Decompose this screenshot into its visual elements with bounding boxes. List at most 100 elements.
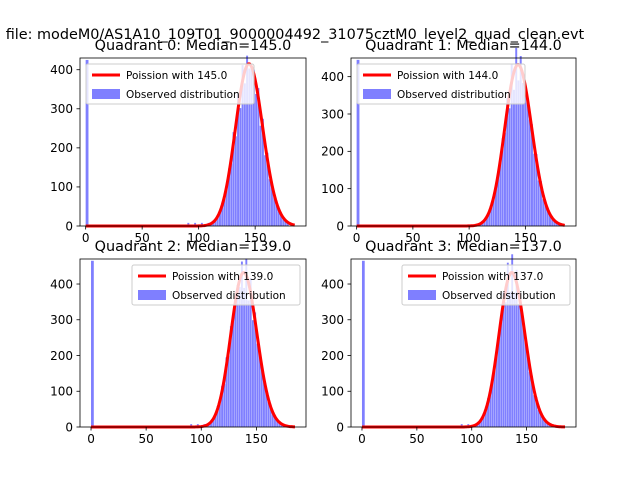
bar bbox=[236, 285, 239, 427]
bar bbox=[225, 357, 228, 427]
x-tick-label: 0 bbox=[353, 231, 361, 245]
x-tick-label: 100 bbox=[190, 432, 213, 446]
subplot-0: Quadrant 0: Median=145.0 0 50 100 150 0 100 200… bbox=[50, 38, 307, 245]
bar bbox=[495, 348, 498, 427]
bar bbox=[266, 152, 269, 226]
x-tick-label: 0 bbox=[358, 432, 366, 446]
y-tick-label: 300 bbox=[50, 102, 73, 116]
bar bbox=[486, 215, 488, 226]
axes-frame bbox=[350, 258, 577, 428]
bar bbox=[225, 186, 228, 226]
bar bbox=[482, 413, 485, 427]
bar bbox=[497, 173, 500, 226]
bar bbox=[487, 398, 489, 427]
bar bbox=[526, 98, 529, 226]
bar bbox=[504, 302, 507, 427]
bar bbox=[269, 405, 272, 427]
bar bbox=[489, 394, 492, 427]
y-tick-label: 300 bbox=[321, 107, 344, 121]
bar bbox=[513, 89, 515, 226]
x-tick-label: 150 bbox=[515, 432, 538, 446]
bar bbox=[544, 201, 547, 226]
bar bbox=[264, 155, 267, 226]
bar bbox=[254, 312, 257, 427]
bar bbox=[245, 258, 248, 427]
bar bbox=[483, 220, 486, 226]
legend-label: Poission with 145.0 bbox=[126, 70, 227, 82]
bar bbox=[223, 195, 226, 226]
bar bbox=[237, 93, 240, 226]
bar bbox=[535, 397, 538, 427]
bar bbox=[540, 181, 542, 226]
bar bbox=[277, 209, 280, 226]
y-tick-label: 200 bbox=[321, 349, 344, 363]
legend-label: Observed distribution bbox=[442, 290, 556, 302]
x-tick-label: 100 bbox=[187, 231, 210, 245]
bar bbox=[498, 331, 500, 427]
y-tick-label: 400 bbox=[50, 63, 73, 77]
bar bbox=[506, 97, 509, 227]
bar bbox=[218, 211, 221, 226]
bar bbox=[270, 181, 273, 226]
subplot-3: Quadrant 3: Median=137.0 0 50 100 150 0 100 200… bbox=[321, 239, 577, 446]
bar bbox=[240, 261, 243, 427]
axes-frame bbox=[79, 258, 307, 428]
bar bbox=[249, 278, 252, 427]
bar bbox=[265, 388, 268, 427]
bar bbox=[274, 415, 276, 427]
bar bbox=[555, 222, 558, 226]
observed-bars bbox=[85, 55, 289, 227]
bar bbox=[542, 199, 545, 226]
bar bbox=[533, 395, 536, 427]
subplot-title: Quadrant 0: Median=145.0 bbox=[95, 38, 292, 54]
bar bbox=[241, 65, 244, 227]
y-tick-label: 300 bbox=[321, 313, 344, 327]
axes-frame bbox=[79, 57, 307, 227]
legend-box bbox=[85, 63, 255, 105]
legend-label: Observed distribution bbox=[172, 290, 286, 302]
bar bbox=[268, 179, 271, 226]
bar bbox=[500, 322, 503, 427]
bar bbox=[528, 119, 531, 226]
bar bbox=[535, 154, 538, 226]
bar bbox=[275, 202, 278, 226]
bar bbox=[232, 320, 235, 427]
y-tick-label: 200 bbox=[50, 349, 73, 363]
legend-box bbox=[356, 63, 526, 105]
x-tick-label: 150 bbox=[514, 231, 537, 245]
legend-label: Observed distribution bbox=[126, 89, 240, 101]
y-tick-label: 400 bbox=[321, 70, 344, 84]
bar bbox=[276, 421, 279, 427]
subplot-2: Quadrant 2: Median=139.0 0 50 100 150 0 100 200… bbox=[50, 239, 307, 446]
bar bbox=[526, 350, 529, 427]
bar bbox=[517, 303, 520, 427]
bar bbox=[221, 385, 224, 427]
bar bbox=[230, 163, 233, 226]
panels: Quadrant 0: Median=145.0 0 50 100 150 0 100 200… bbox=[50, 38, 577, 446]
legend: Poission with 139.0 Observed distribution bbox=[131, 264, 301, 306]
bar bbox=[280, 214, 282, 226]
bar bbox=[491, 375, 494, 427]
y-tick-label: 0 bbox=[65, 420, 73, 434]
bar bbox=[258, 349, 261, 427]
bar bbox=[499, 159, 502, 226]
bar bbox=[531, 375, 533, 427]
y-tick-label: 0 bbox=[336, 420, 344, 434]
bar bbox=[541, 418, 544, 427]
bar bbox=[255, 93, 258, 226]
bar bbox=[515, 269, 518, 427]
bar bbox=[515, 47, 518, 226]
bar bbox=[553, 220, 556, 226]
bar bbox=[227, 355, 230, 427]
bar bbox=[229, 326, 232, 427]
bar bbox=[504, 132, 506, 226]
legend: Poission with 145.0 Observed distribution bbox=[85, 63, 255, 105]
bar bbox=[484, 410, 487, 427]
bar bbox=[218, 403, 221, 427]
bar bbox=[247, 300, 250, 427]
legend-bar-swatch bbox=[363, 89, 391, 99]
bar bbox=[267, 401, 270, 427]
bar bbox=[524, 83, 527, 226]
legend-label: Observed distribution bbox=[397, 89, 511, 101]
